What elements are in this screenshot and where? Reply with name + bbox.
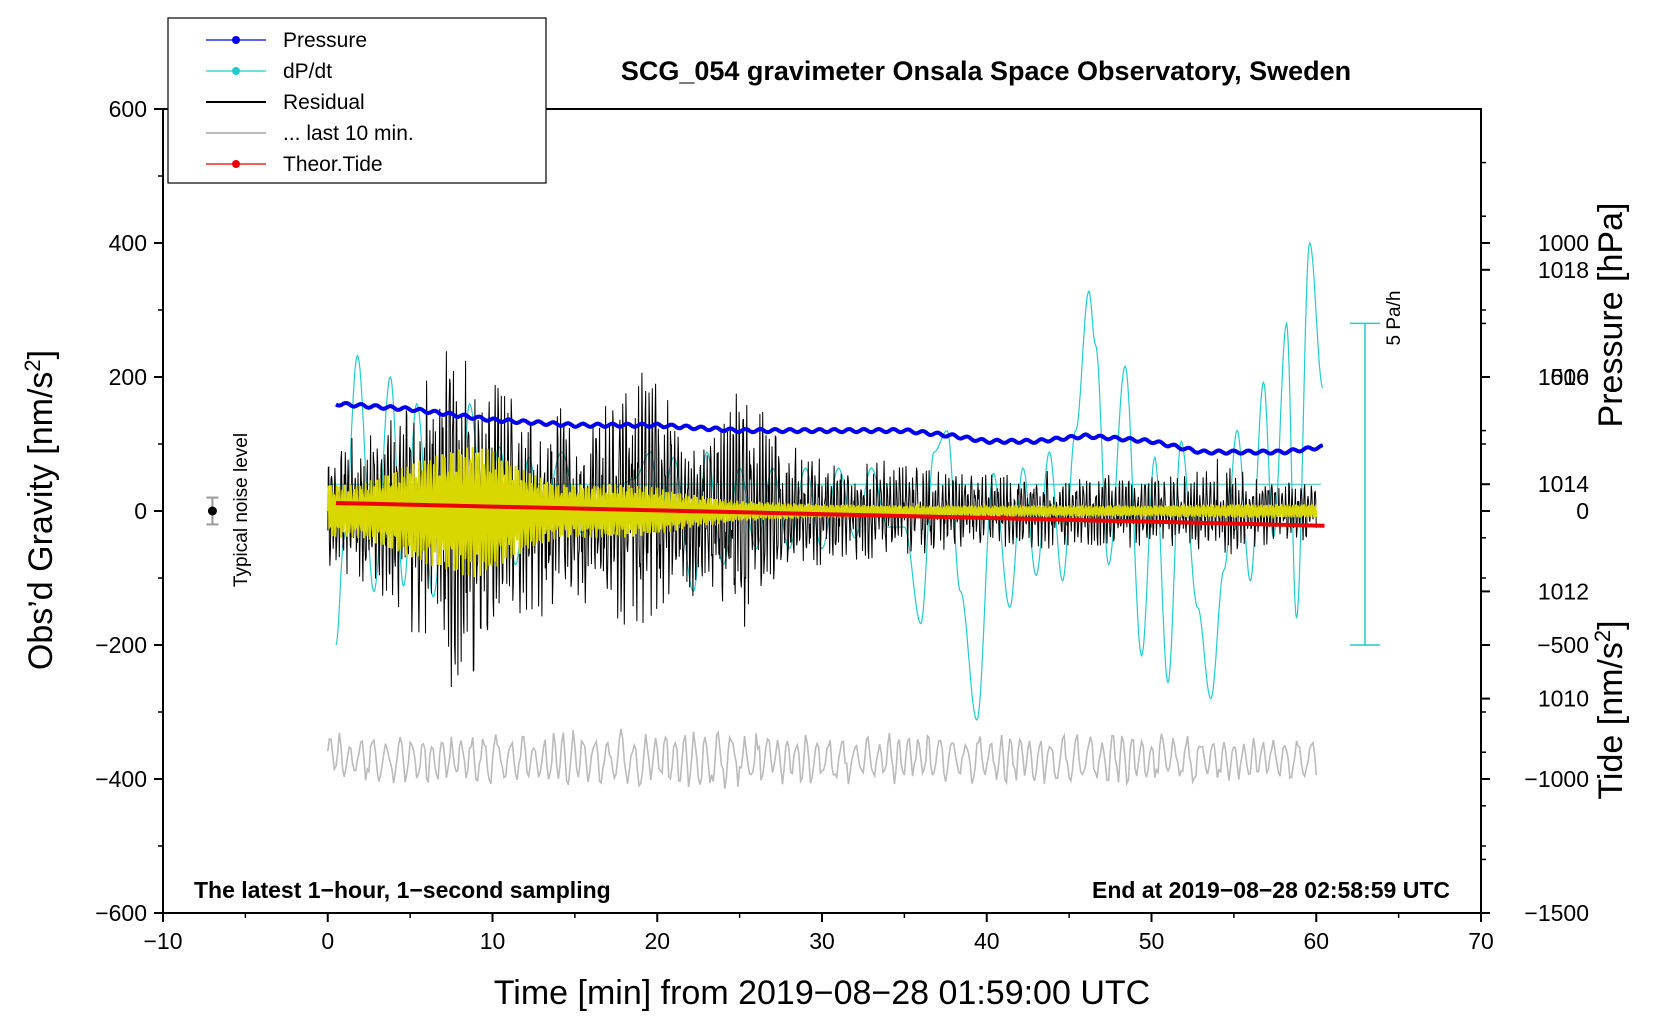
y-tick-label: 400 <box>109 230 147 256</box>
legend-label: Pressure <box>283 29 367 52</box>
tide-tick-label: −500 <box>1537 632 1589 658</box>
x-tick-label: 50 <box>1139 928 1165 954</box>
x-tick-label: 0 <box>321 928 334 954</box>
y-tick-label: 600 <box>109 96 147 122</box>
pressure-tick-label: 1018 <box>1538 257 1589 283</box>
legend-label: Theor.Tide <box>283 153 383 176</box>
legend-label: dP/dt <box>283 60 332 83</box>
noise-marker <box>206 496 219 526</box>
tide-tick-label: −1500 <box>1524 900 1589 926</box>
y-tick-label: −200 <box>95 632 147 658</box>
last-10-min-line <box>327 728 1318 789</box>
legend-swatch-marker <box>232 160 240 168</box>
y-axis-ticks: −600 −400 −200 0 200 400 600 <box>95 96 163 926</box>
tide-tick-label: 1000 <box>1538 230 1589 256</box>
y-axis-left-title-end: ] <box>22 350 60 359</box>
x-tick-label: 60 <box>1303 928 1329 954</box>
series-layer <box>326 241 1325 789</box>
legend: Pressure dP/dt Residual ... last 10 min. The… <box>167 17 547 184</box>
y-tick-label: −600 <box>95 900 147 926</box>
legend-items: Pressure dP/dt Residual ... last 10 min. The… <box>206 29 414 176</box>
tide-axis-title-sup: 2 <box>1590 630 1615 642</box>
tide-axis-title-end: ] <box>1592 620 1630 629</box>
footer-right-annotation: End at 2019−08−28 02:58:59 UTC <box>1092 877 1450 903</box>
x-axis-title: Time [min] from 2019−08−28 01:59:00 UTC <box>494 974 1150 1012</box>
pressure-axis-ticks: 1010 1012 1014 1016 1018 <box>1481 161 1589 861</box>
x-tick-label: −10 <box>143 928 182 954</box>
y-tick-label: 200 <box>109 364 147 390</box>
y-axis-left-title-main: Obs’d Gravity [nm/s <box>22 372 60 671</box>
footer-left-annotation: The latest 1−hour, 1−second sampling <box>194 877 611 903</box>
pressure-tick-label: 1010 <box>1538 686 1589 712</box>
x-tick-label: 70 <box>1468 928 1494 954</box>
y-axis-left-title: Obs’d Gravity [nm/s2] <box>20 350 61 670</box>
tide-tick-label: 0 <box>1576 498 1589 524</box>
noise-point <box>207 506 217 516</box>
x-tick-label: 40 <box>974 928 1000 954</box>
y-axis-left-title-sup: 2 <box>20 359 45 371</box>
dpdt-scale-bar <box>1350 322 1380 646</box>
x-axis-ticks: −10 0 10 20 30 40 50 60 70 <box>143 913 1494 954</box>
tide-axis-title: Tide [nm/s2] <box>1590 620 1631 799</box>
y-tick-label: −400 <box>95 766 147 792</box>
tide-axis-ticks: −1500 −1000 −500 0 500 1000 <box>1481 230 1589 926</box>
noise-level-label: Typical noise level <box>231 433 252 587</box>
pressure-tick-label: 1014 <box>1538 471 1589 497</box>
legend-box <box>167 17 547 184</box>
tide-axis-title-main: Tide [nm/s <box>1592 642 1630 799</box>
tide-tick-label: 500 <box>1551 364 1589 390</box>
x-tick-label: 20 <box>644 928 670 954</box>
legend-label: Residual <box>283 91 365 114</box>
tide-line <box>335 500 1325 528</box>
legend-swatch-marker <box>232 67 240 75</box>
legend-label: ... last 10 min. <box>283 122 414 145</box>
pressure-tick-label: 1012 <box>1538 578 1589 604</box>
legend-swatch-marker <box>232 36 240 44</box>
residual-filtered-line <box>326 447 1318 578</box>
pressure-tick-label: 1016 <box>1538 364 1589 390</box>
dpdt-scale-label: 5 Pa/h <box>1384 291 1405 346</box>
y-tick-label: 0 <box>134 498 147 524</box>
pressure-line <box>335 400 1324 456</box>
chart-title: SCG_054 gravimeter Onsala Space Observat… <box>621 56 1351 86</box>
pressure-axis-title: Pressure [hPa] <box>1592 203 1630 428</box>
x-tick-label: 10 <box>480 928 506 954</box>
tide-tick-label: −1000 <box>1524 766 1589 792</box>
x-tick-label: 30 <box>809 928 835 954</box>
